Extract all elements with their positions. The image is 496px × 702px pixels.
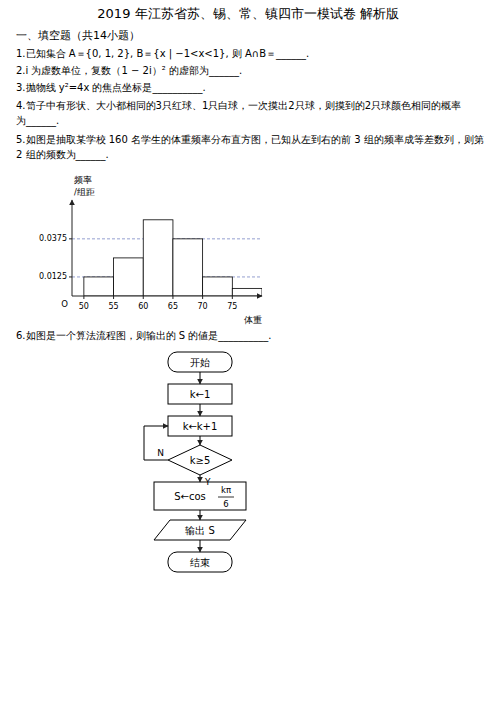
flow-terminal [168,352,232,372]
x-tick [113,296,114,299]
flowchart: 开始 k←1 k←k+1 k≥5 S←cos kπ 6 输出 S 结束 Y N [144,352,246,572]
x-axis [72,296,262,297]
question: 6.如图是一个算法流程图，则输出的 S 的値是__________. [16,330,271,342]
fraction-bar [218,497,234,498]
flow-label: 6 [223,499,228,509]
flow-line [144,426,168,460]
page: 2019 年江苏省苏、锡、常、镇四市一模试卷 解析版一、填空题（共14小题） 1.… [0,0,496,702]
y-axis-label: /组距 [74,187,95,197]
y-tick-label: 0.0375 [39,234,67,243]
question: 2.i 为虚数单位，复数（1 − 2i）² 的虚部为______. [16,65,242,77]
flow-label: S←cos [174,491,206,502]
question: 4.笥子中有形状、大小都相同的3只红球、1只白球，一次摸出2只球，则摸到的2只球… [16,100,461,111]
y-tick [69,238,72,239]
origin-label: O [61,299,68,309]
flow-label: 开始 [190,357,210,368]
flow-label: 结束 [190,557,210,568]
histogram-bar [114,258,144,296]
x-tick [232,296,233,299]
section-header: 一、填空题（共14小题） [16,29,140,42]
page-title: 2019 年江苏省苏、锡、常、镇四市一模试卷 解析版 [97,6,398,21]
flow-arrow [200,540,201,552]
y-tick-label: 0.0125 [39,272,67,281]
flow-terminal [168,552,232,572]
question: 5.如图是抽取某学校 160 名学生的体重频率分布直方图，已知从左到右的前 3 … [16,134,484,145]
flow-arrow [200,372,201,384]
flow-label: k≥5 [190,455,211,466]
x-tick [202,296,203,299]
flow-process [168,384,232,404]
histogram-bar [173,239,203,296]
flow-arrow [200,475,201,482]
histogram-bar [84,277,114,296]
question: 为______. [16,115,59,127]
flow-arrow [200,436,201,445]
x-tick-label: 70 [198,302,208,311]
x-tick [143,296,144,299]
histogram: 50 55 60 65 70 75 0.0125 0.0375 体重 频率/组距 O [39,175,262,325]
bars [84,220,262,296]
question: 1.已知集合 A＝{0, 1, 2}, B＝{x | −1<x<1}, 则 A∩… [16,48,309,60]
flow-label: k←k+1 [183,421,218,432]
flow-arrow [200,404,201,416]
x-tick-label: 75 [227,302,237,311]
question: 3.抛物线 y²=4x 的焦点坐标是__________. [16,82,206,94]
branch-label: Y [204,477,211,487]
y-tick [69,276,72,277]
histogram-bar [203,277,233,296]
flow-label: k←1 [190,389,211,400]
x-tick-label: 60 [138,302,148,311]
x-tick-label: 65 [168,302,178,311]
branch-label: N [157,448,164,458]
flow-process [168,416,232,436]
flow-process [154,482,246,510]
y-axis-label: 频率 [74,175,92,185]
flow-io [154,520,246,540]
flow-label: 输出 S [185,525,215,536]
flow-decision [168,445,232,475]
x-tick-label: 55 [108,302,118,311]
x-axis-label: 体重 [244,315,262,325]
histogram-bar [143,220,173,296]
x-tick [172,296,173,299]
flow-arrow [144,426,168,427]
x-tick-label: 50 [79,302,89,311]
question: 2 组的频数为______. [16,149,109,161]
y-axis [72,200,73,296]
x-tick [83,296,84,299]
flow-arrow [200,510,201,520]
histogram-bar [232,288,262,296]
flow-label: kπ [221,485,231,495]
